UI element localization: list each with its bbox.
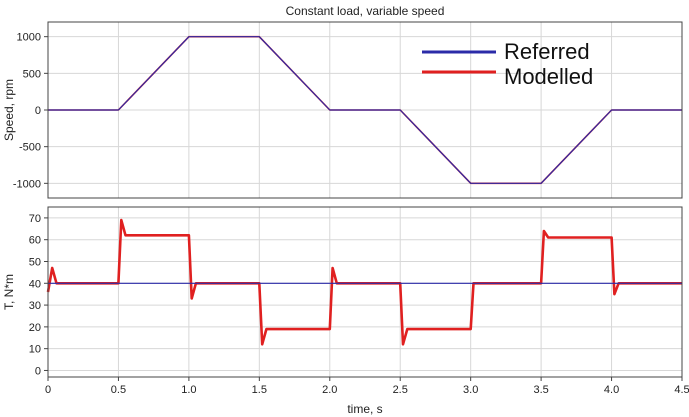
- time-x-tick-label: 0.5: [111, 384, 126, 396]
- speed-y-tick-label: 0: [35, 105, 41, 117]
- time-x-tick-label: 3.5: [533, 384, 548, 396]
- torque-series-line-modelled: [46, 218, 682, 346]
- chart-title: Constant load, variable speed: [286, 4, 445, 18]
- time-x-tick-label: 3.0: [463, 384, 478, 396]
- time-x-tick-label: 0: [45, 384, 51, 396]
- speed-series-line-referred: [48, 36, 682, 184]
- legend: Referred Modelled: [422, 39, 593, 89]
- torque-y-tick-label: 0: [35, 365, 41, 377]
- speed-y-tick-label: -1000: [13, 178, 41, 190]
- time-x-tick-label: 4.5: [674, 384, 689, 396]
- time-x-axis-label: time, s: [347, 402, 382, 416]
- time-x-tick-label: 2.0: [322, 384, 337, 396]
- torque-y-tick-label: 60: [29, 235, 41, 247]
- speed-y-tick-label: -500: [19, 142, 41, 154]
- speed-y-tick-label: 1000: [17, 32, 41, 44]
- speed-y-axis-label: Speed, rpm: [2, 79, 16, 141]
- torque-y-axis-label: T, N*m: [2, 274, 16, 310]
- torque-y-tick-label: 50: [29, 256, 41, 268]
- speed-y-ticks: 1000 500 0 -500 -1000: [13, 32, 48, 190]
- speed-grid: [47, 22, 683, 198]
- torque-y-tick-label: 70: [29, 213, 41, 225]
- torque-y-tick-label: 20: [29, 322, 41, 334]
- time-x-tick-label: 1.5: [252, 384, 267, 396]
- time-x-tick-label: 4.0: [604, 384, 619, 396]
- torque-y-tick-label: 40: [29, 278, 41, 290]
- legend-label-referred: Referred: [504, 39, 590, 64]
- speed-series: [48, 35, 682, 185]
- torque-y-tick-label: 10: [29, 344, 41, 356]
- speed-chart-panel: 1000 500 0 -500 -1000 Constant load, variabl…: [2, 4, 683, 199]
- torque-series: [46, 218, 682, 346]
- torque-plot-area: [48, 207, 682, 377]
- torque-chart-panel: 70 60 50 40 30 20 10 0 0 0.5 1.0 1.5 2.0 2.5 3.0 3.5 4.…: [2, 206, 689, 416]
- speed-y-tick-label: 500: [23, 68, 41, 80]
- torque-y-ticks: 70 60 50 40 30 20 10 0: [29, 213, 48, 377]
- time-x-tick-label: 2.5: [393, 384, 408, 396]
- time-x-tick-label: 1.0: [181, 384, 196, 396]
- torque-y-tick-label: 30: [29, 300, 41, 312]
- legend-label-modelled: Modelled: [504, 64, 593, 89]
- time-x-ticks: 0 0.5 1.0 1.5 2.0 2.5 3.0 3.5 4.0 4.5: [45, 377, 689, 396]
- torque-plot-frame: [47, 206, 683, 378]
